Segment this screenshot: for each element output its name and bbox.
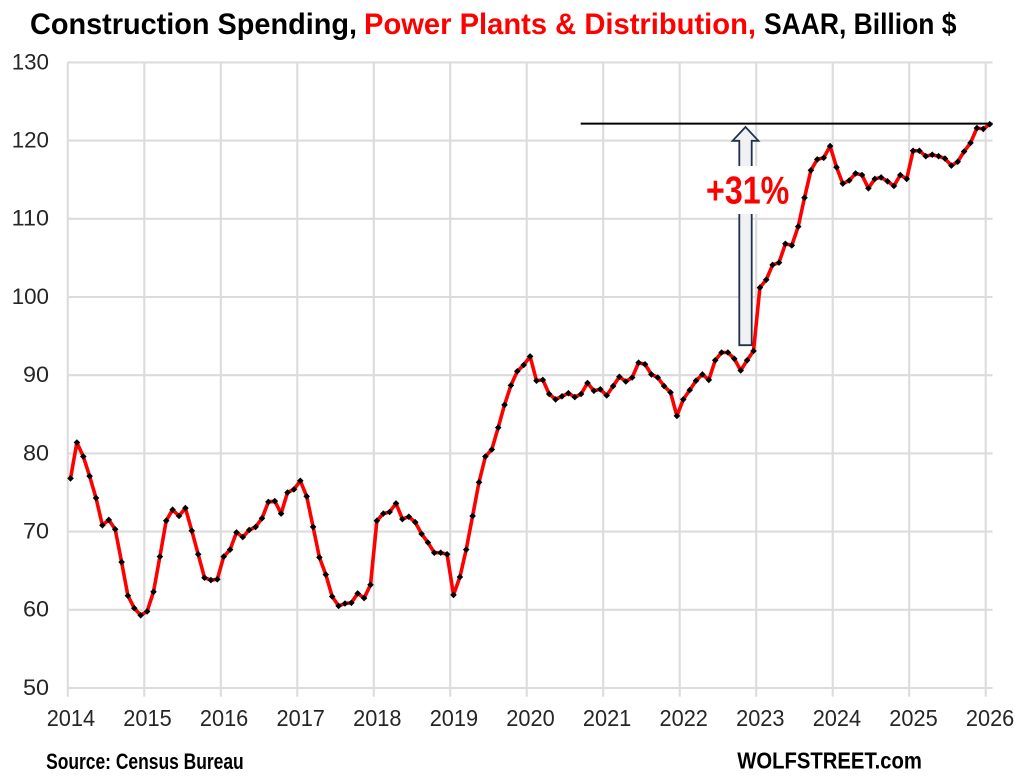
svg-text:120: 120 (12, 128, 49, 153)
svg-text:100: 100 (12, 284, 49, 309)
svg-text:80: 80 (23, 440, 49, 465)
svg-text:2015: 2015 (123, 705, 171, 731)
svg-text:2025: 2025 (889, 705, 937, 731)
svg-text:2019: 2019 (430, 705, 478, 731)
svg-text:2014: 2014 (47, 705, 96, 731)
svg-text:Power Plants & Distribution,: Power Plants & Distribution, (364, 8, 756, 41)
svg-text:2018: 2018 (353, 705, 401, 731)
svg-text:50: 50 (23, 675, 49, 700)
svg-text:70: 70 (23, 519, 49, 544)
svg-text:2024: 2024 (813, 705, 862, 731)
svg-text:Construction Spending,: Construction Spending, (30, 8, 357, 41)
svg-text:130: 130 (12, 49, 49, 74)
svg-text:SAAR, Billion $: SAAR, Billion $ (764, 8, 957, 41)
svg-text:2021: 2021 (583, 705, 631, 731)
svg-text:60: 60 (23, 597, 49, 622)
svg-text:110: 110 (12, 206, 49, 231)
svg-text:2020: 2020 (506, 705, 554, 731)
svg-text:2017: 2017 (277, 705, 325, 731)
svg-text:2023: 2023 (736, 705, 784, 731)
svg-text:+31%: +31% (706, 169, 789, 212)
svg-text:90: 90 (23, 362, 49, 387)
svg-text:WOLFSTREET.com: WOLFSTREET.com (737, 748, 922, 774)
svg-text:2016: 2016 (200, 705, 248, 731)
svg-text:2022: 2022 (660, 705, 708, 731)
svg-text:2026: 2026 (966, 705, 1014, 731)
svg-text:Source: Census Bureau: Source: Census Bureau (46, 749, 244, 774)
